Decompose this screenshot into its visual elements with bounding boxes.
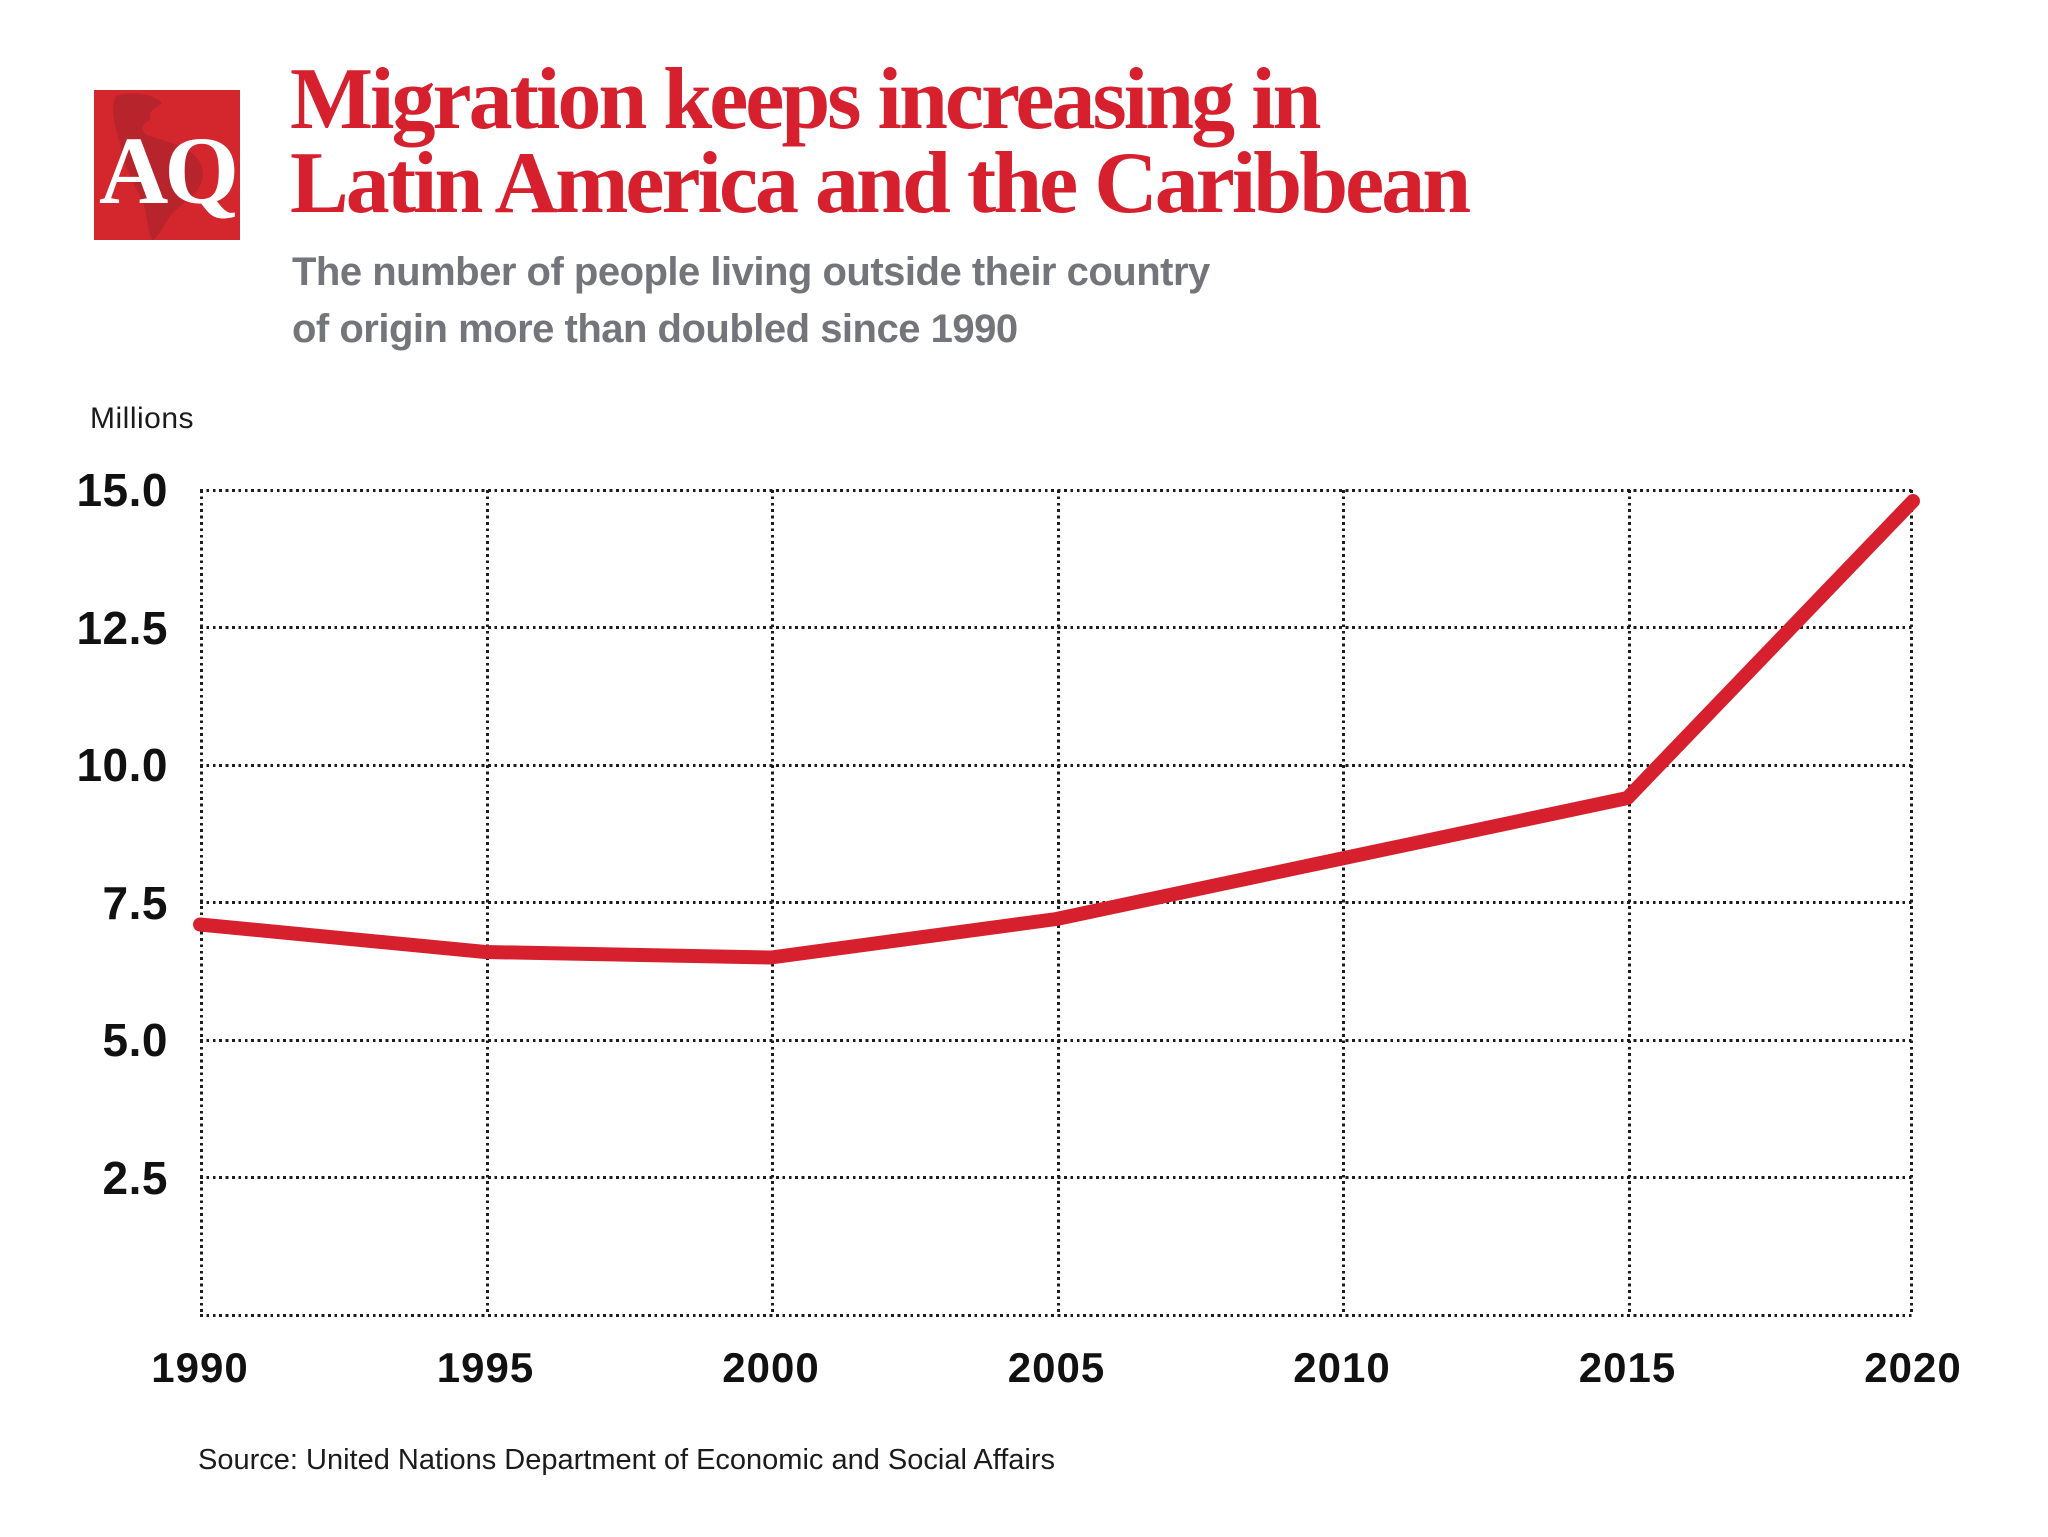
americas-map-icon — [113, 93, 203, 240]
chart-title: Migration keeps increasing in Latin Amer… — [290, 56, 1471, 228]
aq-logo-graphic: AQ — [94, 90, 240, 240]
x-axis-tick-label: 2010 — [1293, 1344, 1391, 1391]
vertical-gridline — [485, 490, 489, 1315]
chart-subtitle-line2: of origin more than doubled since 1990 — [292, 307, 1018, 351]
y-axis-tick-label: 5.0 — [102, 1014, 168, 1066]
y-axis-tick-label: 2.5 — [102, 1151, 168, 1204]
x-axis-tick-label: 1995 — [436, 1344, 535, 1391]
x-axis-tick-label: 1990 — [151, 1344, 249, 1391]
y-axis-tick-label: 10.0 — [76, 739, 168, 791]
chart-title-line1: Migration keeps increasing in — [290, 51, 1322, 148]
vertical-gridline — [1056, 490, 1060, 1315]
line-chart — [193, 494, 1920, 965]
source-note: Source: United Nations Department of Eco… — [198, 1444, 1056, 1476]
x-axis-tick-label: 2020 — [1864, 1344, 1962, 1391]
aq-logo: AQ — [94, 90, 240, 240]
x-axis-tick-label: 2005 — [1007, 1344, 1106, 1391]
vertical-gridline — [1342, 490, 1345, 1315]
migration-line — [193, 494, 1920, 965]
y-axis-tick-label: 12.5 — [76, 601, 168, 654]
chart-subtitle-line1: The number of people living outside thei… — [292, 250, 1210, 294]
chart-subtitle: The number of people living outside thei… — [292, 244, 1210, 358]
vertical-gridline — [200, 490, 203, 1315]
x-axis-tick-label: 2000 — [722, 1344, 820, 1391]
plot-area — [193, 488, 1920, 1317]
horizontal-gridline — [200, 1313, 1913, 1317]
logo-letters: AQ — [99, 117, 235, 224]
y-axis-tick-label: 7.5 — [102, 876, 168, 929]
vertical-gridline — [1627, 490, 1631, 1315]
chart-title-line2: Latin America and the Caribbean — [290, 135, 1471, 232]
y-axis-unit-label: Millions — [90, 402, 195, 435]
x-axis-tick-label: 2015 — [1578, 1344, 1677, 1391]
vertical-gridline — [771, 490, 774, 1315]
y-axis-tick-label: 15.0 — [76, 464, 168, 516]
vertical-gridline — [1910, 490, 1913, 1315]
